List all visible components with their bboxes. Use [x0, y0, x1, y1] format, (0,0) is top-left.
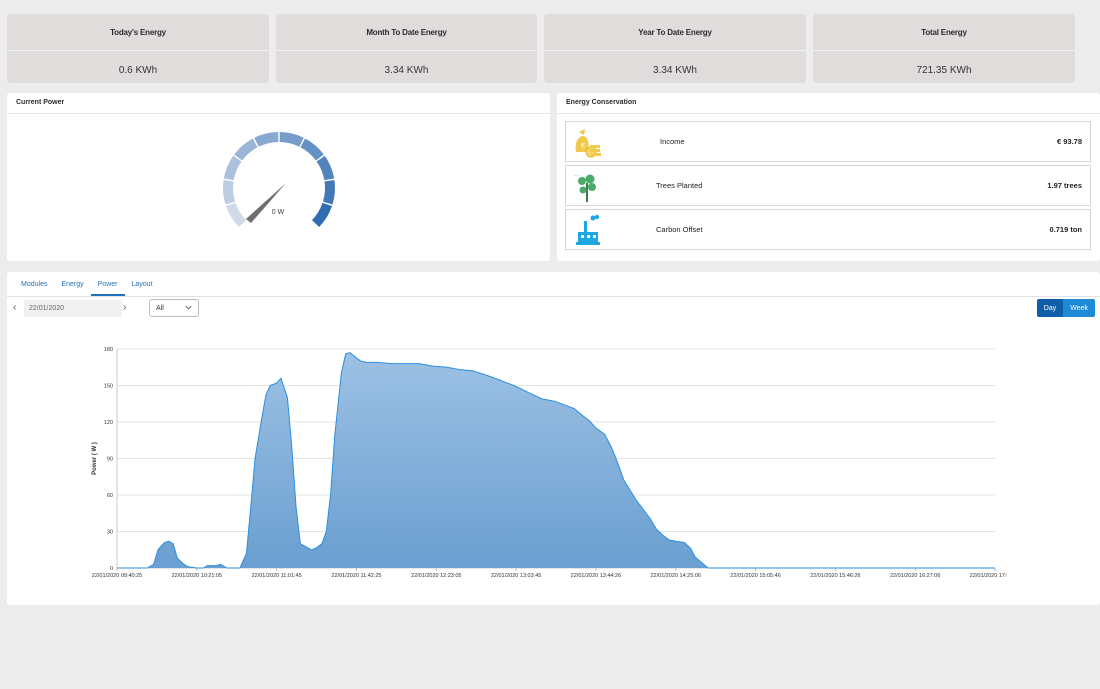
panel-title: Current Power [16, 99, 65, 106]
total-energy-card: Total Energy 721.35 KWh [813, 14, 1075, 83]
panel-title: Energy Conservation [566, 99, 637, 106]
x-tick-label: 22/01/2020 11:01:45 [252, 573, 302, 579]
current-power-panel: Current Power 0 W [7, 93, 550, 261]
date-input[interactable] [24, 300, 122, 317]
stat-value: 721.35 KWh [916, 65, 972, 76]
divider [7, 50, 269, 51]
filter-select[interactable]: All [149, 299, 199, 317]
gauge-segment [322, 180, 335, 205]
todays-energy-card: Today's Energy 0.6 KWh [7, 14, 269, 83]
week-button[interactable]: Week [1063, 299, 1095, 317]
x-tick-label: 22/01/2020 12:23:05 [411, 573, 461, 579]
conservation-label: Income [660, 137, 685, 146]
money-bag-icon: € [575, 129, 601, 158]
x-tick-label: 22/01/2020 13:03:45 [491, 573, 541, 579]
gauge-segment [225, 202, 247, 228]
x-tick-label: 22/01/2020 15:05:46 [730, 573, 780, 579]
gauge-segment [311, 202, 333, 228]
tab-layout[interactable]: Layout [131, 281, 153, 288]
x-tick-label: 22/01/2020 17:07:46 [970, 573, 1007, 579]
factory-icon [576, 214, 600, 245]
gauge-segment [223, 180, 236, 205]
divider [813, 50, 1075, 51]
gauge-segment [223, 155, 242, 181]
stat-title: Month To Date Energy [366, 28, 447, 37]
x-tick-label: 22/01/2020 13:44:26 [571, 573, 621, 579]
tabs-divider [7, 296, 1100, 297]
divider [557, 113, 1100, 114]
divider [544, 50, 806, 51]
divider [7, 113, 550, 114]
stat-title: Year To Date Energy [638, 28, 712, 37]
gauge-segment [279, 132, 304, 147]
x-tick-label: 22/01/2020 14:25:06 [650, 573, 700, 579]
stat-value: 0.6 KWh [118, 65, 158, 76]
x-tick-label: 22/01/2020 16:27:06 [890, 573, 940, 579]
x-tick-label: 22/01/2020 15:46:26 [810, 573, 860, 579]
y-tick-label: 120 [104, 420, 113, 426]
y-tick-label: 90 [107, 457, 113, 463]
gauge-segment [300, 138, 324, 161]
power-gauge: 0 W [223, 132, 335, 228]
next-date-button[interactable]: › [123, 302, 127, 313]
stat-title: Today's Energy [110, 28, 166, 37]
trees-planted-row: ~~ Trees Planted 1.97 trees [565, 165, 1091, 206]
day-button[interactable]: Day [1036, 299, 1064, 317]
prev-date-button[interactable]: ‹ [13, 302, 17, 313]
range-toggle: Day Week [1036, 299, 1095, 317]
tab-power[interactable]: Power [90, 281, 125, 296]
y-axis-label: Power ( W ) [92, 442, 98, 475]
stat-value: 3.34 KWh [653, 65, 697, 76]
filter-value: All [156, 305, 164, 312]
svg-text:~~: ~~ [574, 173, 579, 178]
tab-modules[interactable]: Modules [21, 281, 48, 288]
power-area [117, 352, 995, 568]
power-line [117, 352, 995, 569]
conservation-value: € 93.78 [1056, 137, 1082, 146]
tab-energy[interactable]: Energy [61, 281, 84, 288]
conservation-label: Carbon Offset [656, 225, 703, 234]
gauge-segment [316, 155, 335, 181]
carbon-offset-row: Carbon Offset 0.719 ton [565, 209, 1091, 250]
stat-value: 3.34 KWh [384, 65, 429, 76]
conservation-value: 0.719 ton [1049, 225, 1082, 234]
chevron-down-icon [185, 305, 192, 310]
conservation-label: Trees Planted [656, 181, 703, 190]
y-tick-label: 60 [107, 493, 113, 499]
y-tick-label: 0 [110, 566, 113, 572]
gauge-segment [254, 132, 279, 147]
x-tick-label: 22/01/2020 11:42:25 [331, 573, 381, 579]
gauge-segment [234, 138, 258, 161]
gauge-label: 0 W [272, 209, 285, 216]
x-tick-label: 22/01/2020 10:21:05 [172, 573, 222, 579]
tree-icon: ~~ [574, 173, 596, 202]
energy-conservation-panel: Energy Conservation € Income € 93.78 ~~ … [557, 93, 1100, 261]
gauge-needle [246, 183, 286, 223]
x-tick-label: 22/01/2020 09:40:25 [92, 573, 142, 579]
month-to-date-energy-card: Month To Date Energy 3.34 KWh [276, 14, 537, 83]
chart-tabs: Modules Energy Power Layout [14, 281, 160, 296]
year-to-date-energy-card: Year To Date Energy 3.34 KWh [544, 14, 806, 83]
divider [276, 50, 537, 51]
stat-title: Total Energy [921, 28, 967, 37]
power-chart-panel: Modules Energy Power Layout ‹ › All Day … [7, 272, 1100, 605]
svg-text:€: € [581, 143, 585, 150]
y-tick-label: 180 [104, 347, 113, 353]
y-tick-label: 150 [104, 384, 113, 390]
y-tick-label: 30 [107, 530, 113, 536]
income-row: € Income € 93.78 [565, 121, 1091, 162]
conservation-value: 1.97 trees [1047, 181, 1082, 190]
power-chart: 0 30 60 90 120 150 180 Power ( W ) 22/01/2020 09… [92, 347, 1007, 579]
